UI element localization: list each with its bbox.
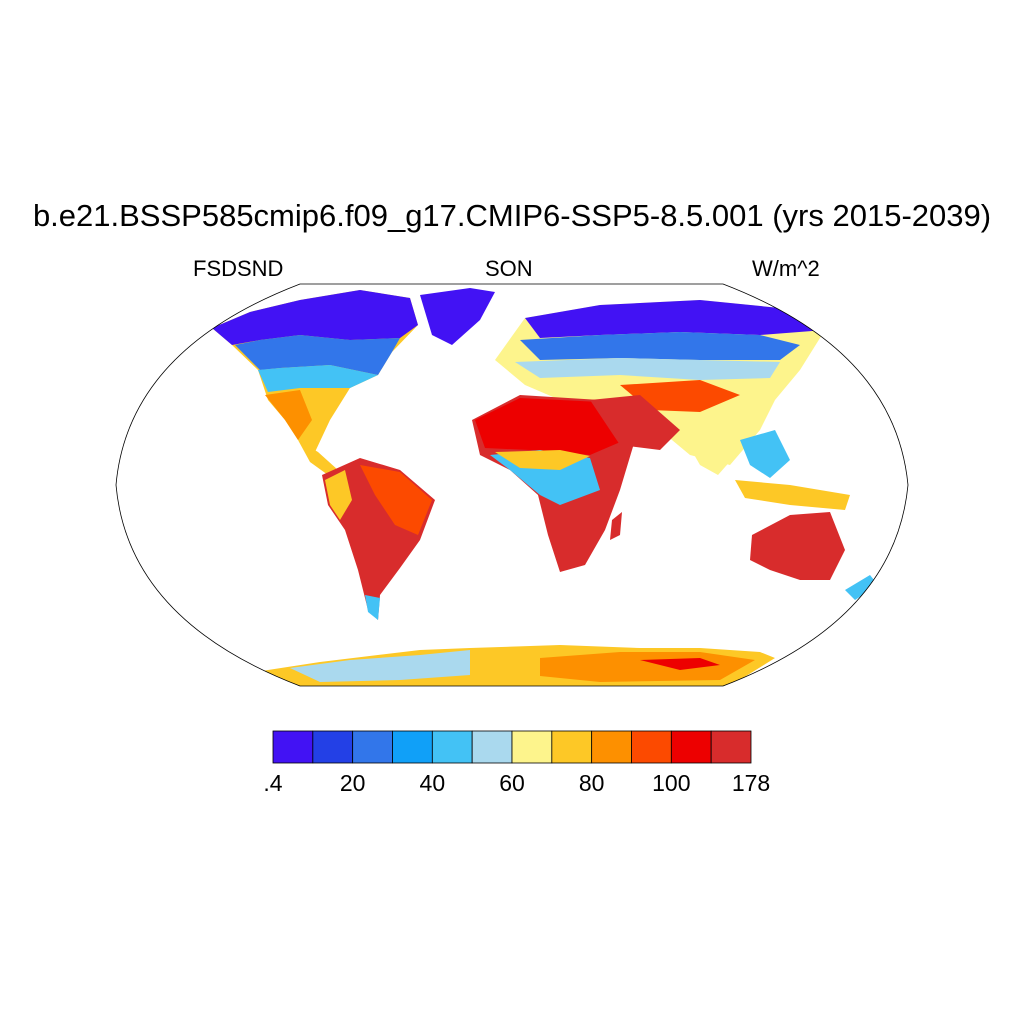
map-border (115, 283, 909, 687)
new-zealand-landmass (845, 575, 878, 600)
colorbar-swatch (670, 730, 712, 764)
colorbar-tick-label: 100 (652, 770, 691, 796)
colorbar (272, 730, 752, 764)
greenland-landmass (420, 288, 495, 345)
eurasia-subarctic (520, 332, 800, 360)
colorbar-tick-label: 40 (419, 770, 446, 796)
north-america-southwest (265, 390, 312, 440)
indonesia-islands (735, 480, 850, 510)
colorbar-tick-label: 80 (578, 770, 605, 796)
colorbar-tick-label: .4 (263, 770, 283, 796)
plot-title: b.e21.BSSP585cmip6.f09_g17.CMIP6-SSP5-8.… (32, 198, 992, 233)
north-america-arctic (212, 290, 418, 345)
madagascar-landmass (610, 512, 622, 540)
north-america-subarctic (235, 335, 400, 375)
africa-sahara (475, 398, 625, 455)
season-label: SON (485, 256, 533, 281)
se-asia-landmass (740, 430, 790, 478)
colorbar-tick-label: 20 (339, 770, 366, 796)
colorbar-swatch (710, 730, 752, 764)
africa-sahel (495, 450, 590, 470)
arabia-landmass (590, 395, 680, 450)
north-america-boreal (258, 365, 378, 392)
south-america-andes (325, 470, 352, 520)
colorbar-swatch (631, 730, 672, 764)
eurasia-arctic (525, 300, 825, 338)
eurasia-midlat (515, 358, 780, 380)
colorbar-tick-label: 178 (731, 770, 771, 796)
units-label: W/m^2 (752, 256, 820, 281)
colorbar-swatch (471, 730, 513, 764)
colorbar-swatch (431, 730, 473, 764)
south-america-east (360, 465, 432, 535)
antarctica-interior (540, 652, 755, 682)
india-landmass (680, 425, 740, 475)
map-panel (212, 288, 878, 686)
colorbar-swatch (591, 730, 632, 764)
colorbar-swatch (312, 730, 354, 764)
south-america-south-tip (365, 595, 380, 620)
colorbar-swatch (511, 730, 553, 764)
colorbar-swatch (551, 730, 593, 764)
colorbar-swatch (352, 730, 393, 764)
central-america-landmass (298, 440, 338, 475)
colorbar-swatch (392, 730, 433, 764)
antarctica-core (640, 658, 720, 670)
variable-label: FSDSND (193, 256, 284, 281)
australia-landmass (750, 512, 845, 580)
colorbar-swatch (272, 730, 314, 764)
colorbar-tick-label: 60 (499, 770, 525, 796)
antarctica-coast-west (290, 650, 470, 682)
